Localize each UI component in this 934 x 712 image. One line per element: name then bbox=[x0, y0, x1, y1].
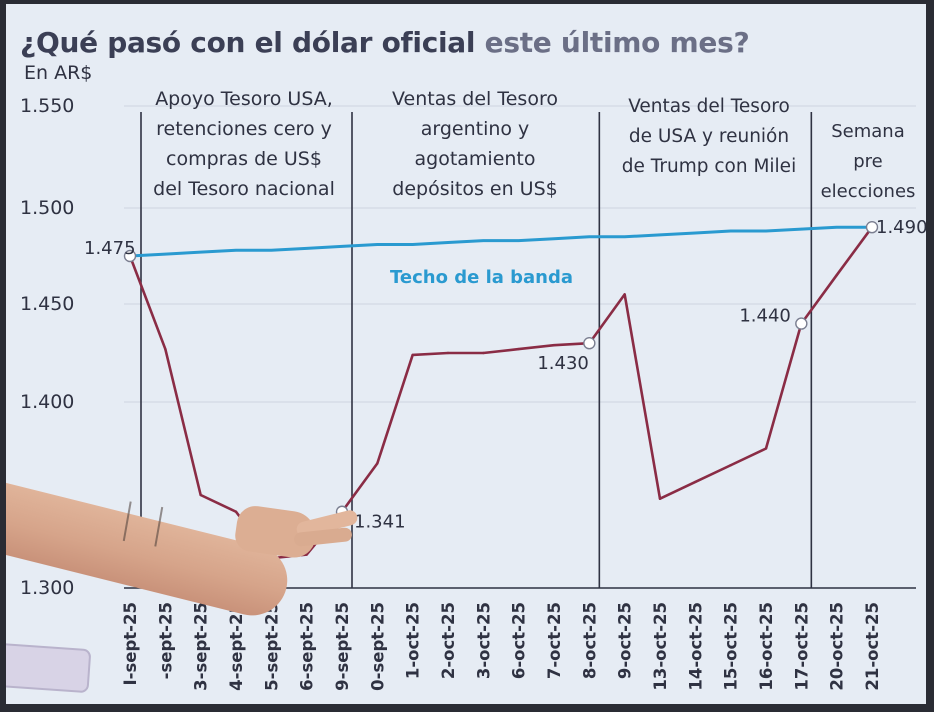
series-line-techo bbox=[129, 225, 872, 258]
data-point-techo bbox=[835, 226, 838, 229]
data-point-dolar bbox=[446, 351, 450, 355]
period-3-label: Ventas del Tesoro de USA y reunión de Tr… bbox=[621, 96, 797, 177]
data-label: 1.490 bbox=[876, 217, 926, 238]
data-point-techo bbox=[588, 235, 591, 238]
band-ceiling-label: Techo de la banda bbox=[390, 267, 574, 288]
x-tick-label: 4-sept-25 bbox=[227, 602, 246, 691]
x-tick-label: 9-oct-25 bbox=[616, 602, 635, 679]
data-point-techo bbox=[270, 249, 273, 252]
phone-in-hand bbox=[6, 642, 92, 694]
data-point-techo bbox=[305, 247, 308, 250]
data-point-dolar bbox=[164, 347, 167, 351]
y-tick-label: 1.500 bbox=[20, 197, 74, 219]
title-rest: este último mes? bbox=[484, 26, 750, 59]
x-tick-label: 2-oct-25 bbox=[439, 602, 458, 679]
data-point-dolar bbox=[199, 493, 202, 497]
annotated-point bbox=[865, 220, 879, 234]
chart-title: ¿Qué pasó con el dólar oficial este últi… bbox=[20, 26, 750, 59]
x-tick-label: 1-oct-25 bbox=[404, 602, 423, 679]
x-tick-label: 5-sept-25 bbox=[262, 602, 281, 691]
data-point-dolar bbox=[623, 293, 626, 296]
data-point-dolar bbox=[376, 462, 379, 465]
data-point-techo bbox=[446, 241, 450, 244]
data-point-techo bbox=[482, 239, 485, 242]
data-label: 1.341 bbox=[354, 512, 406, 533]
data-point-dolar bbox=[694, 480, 697, 484]
period-4-label: Semana pre elecciones bbox=[820, 121, 916, 202]
data-point-dolar bbox=[517, 347, 520, 351]
data-point-dolar bbox=[764, 447, 768, 450]
data-point-techo bbox=[517, 239, 520, 242]
y-tick-label: 1.550 bbox=[20, 95, 74, 117]
data-point-techo bbox=[234, 249, 238, 252]
chart-screen: 1.300 1.400 1.450 1.500 1.550 1.475 1.341 1.430… bbox=[6, 4, 926, 704]
y-unit-label: En AR$ bbox=[24, 62, 93, 84]
x-tick-label: 21-oct-25 bbox=[863, 602, 882, 691]
x-tick-label: 20-oct-25 bbox=[828, 602, 847, 691]
x-tick-label: I-sept-25 bbox=[121, 602, 140, 686]
data-point-techo bbox=[623, 235, 626, 238]
x-tick-label: 3-oct-25 bbox=[474, 602, 493, 679]
x-tick-label: 9-sept-25 bbox=[333, 602, 352, 691]
y-tick-label: 1.400 bbox=[20, 391, 74, 413]
data-point-techo bbox=[800, 227, 803, 231]
data-point-dolar bbox=[234, 510, 238, 513]
annotated-point bbox=[795, 317, 808, 330]
data-point-techo bbox=[199, 250, 202, 254]
arm-tattoo bbox=[122, 501, 164, 547]
data-point-techo bbox=[764, 229, 768, 233]
data-label: 1.440 bbox=[739, 306, 791, 327]
x-tick-label: 3-sept-25 bbox=[192, 602, 211, 691]
x-tick-label: 16-oct-25 bbox=[757, 602, 776, 691]
period-1-label: Apoyo Tesoro USA, retenciones cero y com… bbox=[153, 88, 335, 200]
annotated-point bbox=[123, 249, 137, 263]
data-label: 1.430 bbox=[537, 353, 589, 374]
period-2-label: Ventas del Tesoro argentino y agotamient… bbox=[392, 88, 558, 200]
x-tick-label: 8-oct-25 bbox=[580, 602, 599, 679]
data-point-techo bbox=[164, 252, 167, 256]
data-point-techo bbox=[552, 237, 556, 240]
x-tick-label: 15-oct-25 bbox=[722, 602, 741, 691]
data-point-techo bbox=[340, 245, 344, 248]
x-tick-label: 6-sept-25 bbox=[298, 602, 317, 691]
chart-canvas: 1.300 1.400 1.450 1.500 1.550 1.475 1.341 1.430… bbox=[20, 95, 926, 691]
title-bold: ¿Qué pasó con el dólar oficial bbox=[20, 26, 476, 59]
x-tick-label: 0-sept-25 bbox=[368, 602, 387, 691]
annotated-point bbox=[583, 337, 596, 350]
data-label: 1.475 bbox=[84, 238, 136, 259]
data-point-techo bbox=[694, 231, 697, 235]
data-point-dolar bbox=[482, 351, 485, 355]
data-point-dolar bbox=[729, 464, 732, 467]
x-tick-label: 14-oct-25 bbox=[686, 602, 705, 691]
x-tick-label: 13-oct-25 bbox=[651, 602, 670, 691]
data-point-dolar bbox=[552, 343, 556, 347]
data-point-techo bbox=[658, 233, 662, 237]
x-tick-label: 6-oct-25 bbox=[510, 602, 529, 679]
x-tick-label: 17-oct-25 bbox=[792, 602, 811, 691]
y-tick-label: 1.300 bbox=[20, 577, 74, 599]
data-point-techo bbox=[376, 243, 379, 246]
y-tick-label: 1.450 bbox=[20, 293, 74, 315]
x-tick-label: -sept-25 bbox=[156, 602, 175, 679]
data-point-dolar bbox=[411, 353, 414, 357]
data-point-dolar bbox=[658, 497, 662, 500]
x-tick-label: 7-oct-25 bbox=[545, 602, 564, 679]
data-point-techo bbox=[411, 243, 414, 246]
data-point-dolar bbox=[835, 274, 838, 277]
data-point-techo bbox=[729, 229, 732, 233]
